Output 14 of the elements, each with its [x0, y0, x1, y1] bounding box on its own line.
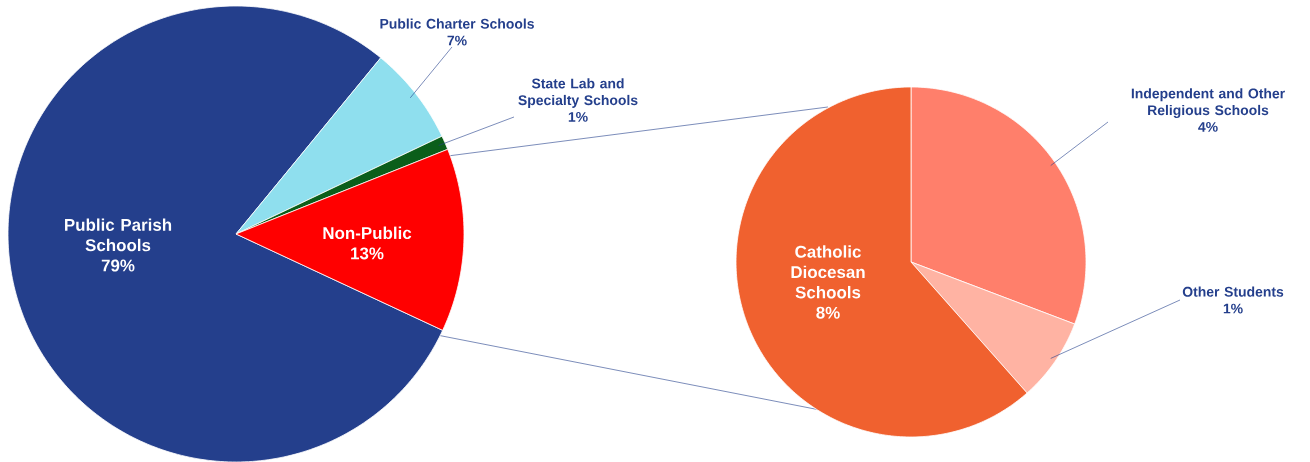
slice-label: Independent and Other Religious Schools: [1131, 88, 1285, 118]
slice-label: Catholic Diocesan Schools: [791, 245, 865, 299]
data-label: 79%: [101, 259, 135, 272]
data-label: 1%: [568, 112, 588, 122]
data-label: 4%: [1198, 122, 1218, 132]
slice-label: Public Parish Schools: [65, 218, 172, 252]
slice-label: Non-Public: [323, 226, 412, 240]
slice-label: State Lab and Specialty Schools: [518, 78, 638, 108]
data-label: 13%: [351, 247, 384, 260]
slice-label: Public Charter Schools: [380, 18, 534, 29]
data-label: 1%: [1223, 303, 1243, 314]
data-label: 8%: [816, 306, 840, 319]
slice-label: Other Students: [1182, 286, 1284, 297]
data-label: 7%: [447, 35, 467, 46]
